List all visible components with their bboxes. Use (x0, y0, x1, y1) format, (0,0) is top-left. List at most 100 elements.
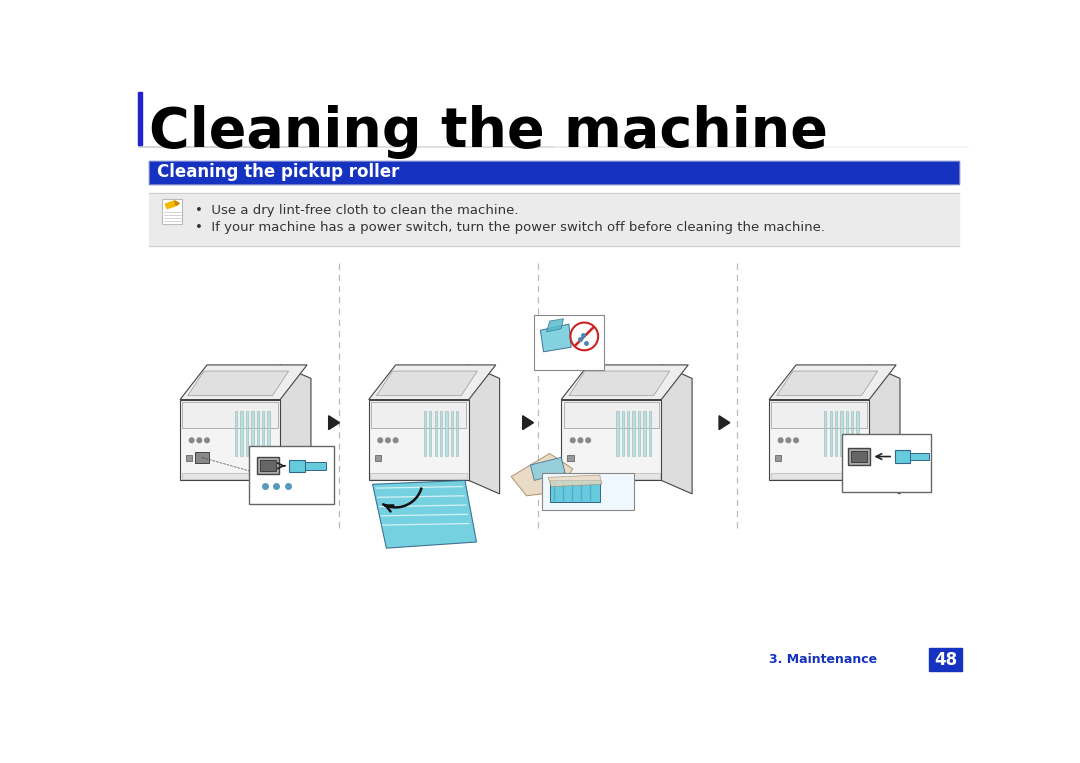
Bar (649, 411, 651, 456)
Text: •  If your machine has a power switch, turn the power switch off before cleaning: • If your machine has a power switch, tu… (195, 221, 825, 233)
Bar (627, 411, 630, 456)
Polygon shape (562, 365, 688, 400)
Polygon shape (180, 365, 307, 400)
Circle shape (393, 438, 397, 443)
Circle shape (197, 438, 202, 443)
Polygon shape (569, 371, 670, 396)
Polygon shape (549, 475, 602, 487)
Bar (180, 400, 280, 481)
Bar (929, 649, 961, 671)
Bar (235, 411, 238, 456)
Text: Cleaning the pickup roller: Cleaning the pickup roller (157, 163, 400, 182)
Bar (368, 400, 469, 481)
Circle shape (794, 438, 798, 443)
Polygon shape (869, 365, 900, 494)
Bar (622, 411, 624, 456)
Circle shape (386, 438, 390, 443)
Bar (910, 452, 929, 460)
Text: •  Use a dry lint-free cloth to clean the machine.: • Use a dry lint-free cloth to clean the… (195, 204, 519, 217)
Bar (894, 450, 910, 462)
Polygon shape (540, 324, 571, 352)
Polygon shape (175, 201, 179, 205)
Bar (563, 473, 660, 479)
Bar (257, 411, 259, 456)
Bar (840, 411, 842, 456)
Bar (370, 473, 468, 479)
Bar (456, 411, 458, 456)
Bar (835, 411, 837, 456)
Bar (434, 411, 436, 456)
Bar (149, 193, 959, 246)
Bar (644, 411, 646, 456)
Bar (249, 446, 334, 504)
Text: 48: 48 (934, 651, 957, 669)
Bar (567, 455, 573, 461)
Circle shape (378, 438, 382, 443)
Circle shape (189, 438, 194, 443)
Bar (824, 411, 826, 456)
Circle shape (779, 438, 783, 443)
Polygon shape (523, 416, 534, 430)
Polygon shape (280, 365, 311, 494)
Bar (851, 451, 867, 462)
Polygon shape (373, 481, 476, 548)
Bar (856, 411, 859, 456)
Polygon shape (777, 371, 878, 396)
Bar (829, 411, 832, 456)
Circle shape (205, 438, 210, 443)
Circle shape (786, 438, 791, 443)
Bar (260, 460, 275, 472)
Polygon shape (165, 201, 176, 208)
Bar (305, 462, 326, 470)
Polygon shape (719, 416, 730, 430)
Bar (375, 455, 381, 461)
Polygon shape (530, 457, 565, 481)
Bar (181, 473, 279, 479)
Bar (429, 411, 431, 456)
Text: Cleaning the machine: Cleaning the machine (149, 105, 828, 159)
Bar (842, 434, 931, 492)
Bar (149, 161, 959, 184)
Bar (771, 402, 867, 428)
Bar (262, 411, 265, 456)
Bar (186, 455, 192, 461)
Circle shape (578, 438, 583, 443)
Bar (638, 411, 640, 456)
Bar (564, 402, 659, 428)
Polygon shape (368, 365, 496, 400)
Bar (289, 459, 305, 472)
Bar (851, 411, 853, 456)
Bar (423, 411, 427, 456)
Bar (769, 400, 869, 481)
Bar (183, 402, 278, 428)
Bar (149, 161, 959, 184)
Bar (849, 448, 870, 465)
Bar (195, 452, 208, 463)
Text: 3. Maintenance: 3. Maintenance (769, 653, 877, 666)
Polygon shape (328, 416, 339, 430)
Bar (775, 455, 782, 461)
Bar (252, 411, 254, 456)
Bar (241, 411, 243, 456)
Circle shape (570, 438, 575, 443)
Bar (550, 481, 599, 502)
Bar (542, 473, 634, 510)
Polygon shape (188, 371, 288, 396)
Bar (617, 411, 619, 456)
Bar (450, 411, 453, 456)
Polygon shape (546, 319, 564, 332)
Polygon shape (511, 453, 572, 496)
Bar (268, 411, 270, 456)
Circle shape (570, 323, 598, 350)
Bar (246, 411, 248, 456)
Bar (257, 457, 279, 475)
Polygon shape (469, 365, 500, 494)
Polygon shape (377, 371, 477, 396)
Bar (445, 411, 447, 456)
Bar (846, 411, 848, 456)
Bar (771, 473, 867, 479)
Bar (440, 411, 442, 456)
Bar (138, 92, 143, 146)
Polygon shape (661, 365, 692, 494)
Bar (562, 400, 661, 481)
